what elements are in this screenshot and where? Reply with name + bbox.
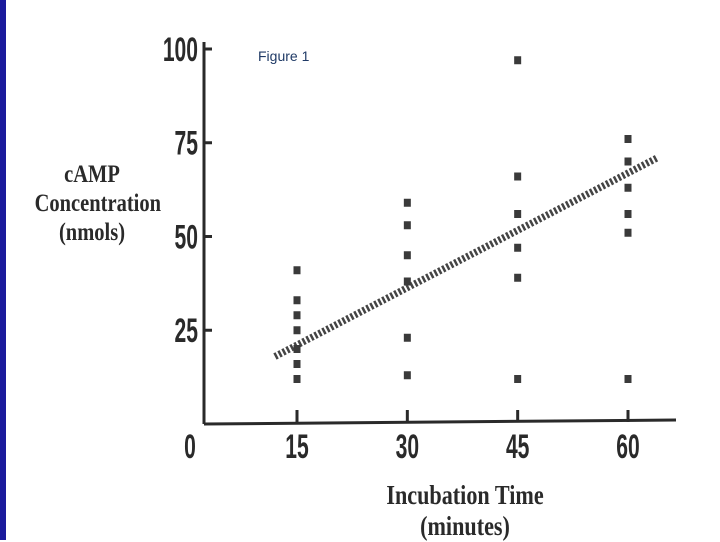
data-point [403,277,411,286]
data-point [514,210,522,218]
y-axis-label-line: (nmols) [58,219,126,246]
data-point [293,345,301,353]
y-axis-label: cAMP Concentration (nmols) [34,160,162,247]
trend-line [273,154,660,360]
y-axis-label-line: cAMP [64,161,120,188]
figure-label: Figure 1 [258,48,310,64]
data-point [293,266,301,275]
data-point [293,375,301,383]
data-point [624,210,632,218]
data-point [403,221,411,230]
y-tick-label: 25 [175,311,198,349]
x-origin-label: 0 [184,427,196,465]
data-point [624,183,632,192]
data-point [514,172,522,181]
data-point [403,371,411,380]
left-accent-bar [0,0,6,540]
y-axis-label-line: Concentration [34,190,162,217]
data-point [293,296,301,305]
x-tick-label: 45 [506,427,529,465]
data-point [514,273,522,282]
y-tick-label: 75 [175,123,198,161]
data-point [293,360,301,368]
data-point [403,251,411,260]
x-axis-label: Incubation Time (minutes) [386,480,544,541]
data-point [624,135,632,143]
x-tick-label: 60 [616,427,639,465]
x-tick-label: 15 [285,427,308,465]
y-tick-label: 50 [175,217,198,255]
data-point [624,228,632,237]
data-point [624,157,632,166]
data-point [514,56,522,65]
data-point [514,243,522,252]
data-point [403,333,411,342]
data-point [403,198,411,207]
y-tick-label: 100 [163,30,198,68]
x-tick-label: 30 [396,427,419,465]
data-point [293,311,301,320]
data-point [514,375,522,383]
data-point [624,375,632,383]
x-axis-line [203,418,677,426]
data-point [293,326,301,335]
